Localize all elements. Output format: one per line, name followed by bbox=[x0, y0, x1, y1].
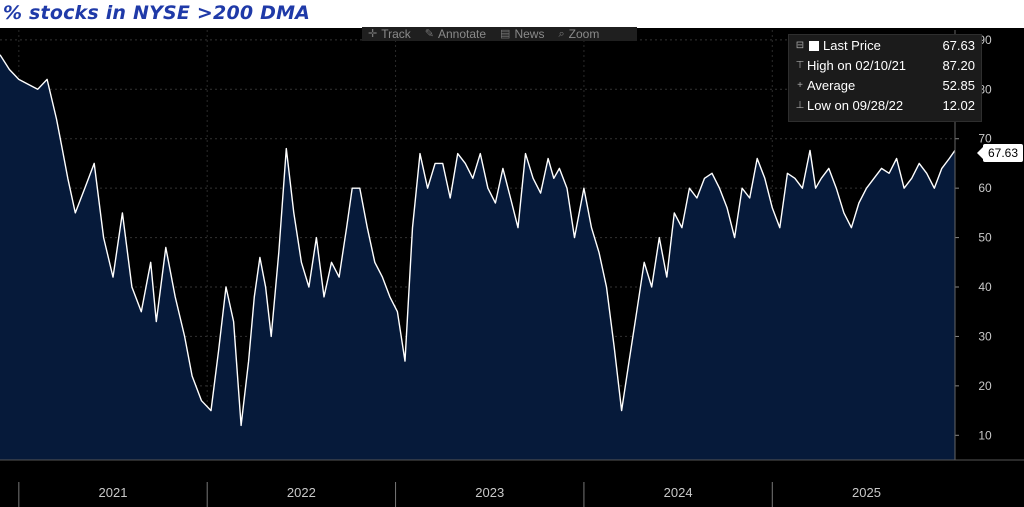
x-tick-label: 2023 bbox=[475, 485, 504, 500]
series-swatch bbox=[809, 41, 819, 51]
news-icon: ▤ bbox=[500, 28, 511, 40]
legend-low: ⊥ Low on 09/28/22 12.02 bbox=[793, 96, 975, 116]
chart-toolbar: ✛ Track ✎ Annotate ▤ News ⌕ Zoom bbox=[362, 27, 637, 41]
x-tick-label: 2024 bbox=[664, 485, 693, 500]
toolbar-annotate[interactable]: ✎ Annotate bbox=[424, 27, 487, 41]
average-marker-icon: + bbox=[797, 80, 803, 91]
legend-last-price: ⊟ Last Price 67.63 bbox=[793, 36, 975, 56]
y-tick-label: 40 bbox=[978, 280, 992, 294]
x-axis: 2021 2022 2023 2024 2025 bbox=[0, 459, 1024, 507]
low-marker-icon: ⊥ bbox=[795, 100, 805, 111]
page-title: % stocks in NYSE >200 DMA bbox=[3, 2, 311, 24]
y-tick-label: 70 bbox=[978, 132, 992, 146]
legend-high: ⊤ High on 02/10/21 87.20 bbox=[793, 56, 975, 76]
x-tick-label: 2021 bbox=[99, 485, 128, 500]
collapse-icon[interactable]: ⊟ bbox=[795, 40, 805, 51]
last-price-tag: 67.63 bbox=[977, 144, 1023, 162]
area-fill bbox=[0, 54, 955, 460]
y-tick-label: 60 bbox=[978, 181, 992, 195]
y-tick-label: 20 bbox=[978, 379, 992, 393]
pencil-icon: ✎ bbox=[424, 28, 434, 40]
series-line bbox=[0, 54, 956, 427]
y-tick-label: 30 bbox=[978, 329, 992, 343]
high-marker-icon: ⊤ bbox=[795, 60, 805, 71]
legend-average: + Average 52.85 bbox=[793, 76, 975, 96]
y-tick-label: 50 bbox=[978, 231, 992, 245]
x-tick-label: 2022 bbox=[287, 485, 316, 500]
toolbar-news[interactable]: ▤ News bbox=[500, 27, 545, 41]
toolbar-zoom[interactable]: ⌕ Zoom bbox=[558, 27, 600, 41]
chart-legend: ⊟ Last Price 67.63 ⊤ High on 02/10/21 87… bbox=[788, 34, 982, 122]
crosshair-icon: ✛ bbox=[368, 28, 378, 40]
toolbar-track[interactable]: ✛ Track bbox=[368, 27, 411, 41]
x-tick-label: 2025 bbox=[852, 485, 881, 500]
magnifier-icon: ⌕ bbox=[558, 28, 565, 40]
y-tick-label: 10 bbox=[978, 428, 992, 442]
